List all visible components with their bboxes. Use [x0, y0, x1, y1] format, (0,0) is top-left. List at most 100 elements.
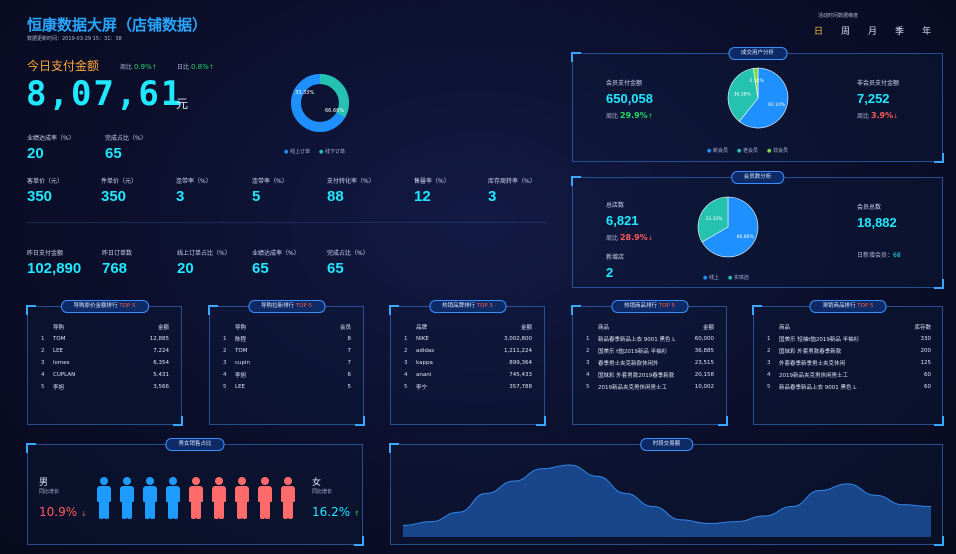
legend-store: ● 实体店 [727, 275, 749, 281]
pie-label: 60.10% [768, 102, 786, 108]
today-label: 今日支付金额 [27, 59, 100, 73]
order-donut: 33.33% 66.66% [291, 74, 349, 132]
down-arrow-icon: ↓ [80, 510, 87, 518]
digit: 1 [160, 74, 184, 114]
nonmember-pay-value: 7,252 [857, 91, 890, 106]
panel-title: 导购拉新排行 TOP 5 [247, 300, 326, 313]
female-person-icon [212, 477, 226, 519]
divider [27, 222, 547, 223]
users-pie: 60.10% 36.38% 2.52% [727, 67, 789, 129]
up-arrow-icon: ↑ [647, 113, 653, 120]
table-row[interactable]: 5 2019新品夹克男休闲男士工 10,002 [586, 384, 714, 391]
table-row[interactable]: 2 adidas 1,211,224 [404, 348, 532, 354]
female-person-icon [281, 477, 295, 519]
rank-table: 导购 会员 1 陈程 8 2 TOM 7 3 cupin 7 4 李旭 6 5 LEE 5 [223, 321, 351, 393]
time-trade-panel: 时段交易额 [389, 438, 944, 546]
offline-pct: 33.33% [295, 90, 314, 96]
pie-label: 2.52% [750, 78, 765, 84]
male-person-icon [143, 477, 157, 519]
table-row[interactable]: 2 国美乐 t恤2019新品 半袖衫 36,885 [586, 348, 714, 355]
legend-offline: ● 线下订单 [318, 149, 345, 155]
table-header: 品牌 金额 [416, 325, 532, 331]
pie-slice [727, 68, 759, 122]
today-amount: 8,07,61 [26, 74, 184, 114]
table-header: 商品 金额 [598, 325, 714, 331]
legend-online: ● 线上 [703, 275, 719, 281]
rank-table: 商品 库存数 1 国美乐 短袖t恤2019新品 半袖衫 330 2 国妹彩 外套男款春季新款… [767, 321, 931, 393]
tab-month[interactable]: 月 [868, 27, 878, 37]
table-row[interactable]: 2 LEE 7,224 [41, 348, 169, 354]
up-arrow-icon: ↑ [151, 64, 157, 71]
table-row[interactable]: 1 TOM 12,885 [41, 336, 169, 342]
rank-table: 商品 金额 1 新品春季新品上衣 9001 黑色 L 60,000 2 国美乐 t恤2019… [586, 321, 714, 393]
pie-label: 66.66% [737, 234, 755, 240]
table-row[interactable]: 2 国妹彩 外套男款春季新款 200 [767, 348, 931, 355]
time-area-chart [403, 464, 931, 537]
male-person-icon [120, 477, 134, 519]
rank-table-panel-3: 热销品牌排行 TOP 5 品牌 金额 1 NIKE 3,002,800 2 adidas 1,2… [389, 300, 546, 426]
pie-label: 33.33% [705, 216, 723, 222]
panel-title: 热销商品排行 TOP 5 [610, 300, 689, 313]
tab-week[interactable]: 周 [841, 27, 851, 37]
table-row[interactable]: 5 李宁 357,788 [404, 384, 532, 391]
table-row[interactable]: 2 TOM 7 [223, 348, 351, 354]
tab-season[interactable]: 季 [895, 27, 905, 37]
period-label: 活动时间数据维度 [818, 13, 859, 19]
table-row[interactable]: 4 anani 745,433 [404, 372, 532, 378]
member-total-label: 会员总数 [857, 204, 882, 211]
new-stores-label: 新增店 [606, 254, 625, 261]
table-row[interactable]: 3 春季男士夹克新款休闲外 23,515 [586, 360, 714, 367]
area-fill [403, 465, 931, 537]
member-ratio: 周比 29.9%↑ [606, 111, 653, 120]
table-row[interactable]: 1 新品春季新品上衣 9001 黑色 L 60,000 [586, 336, 714, 343]
dod-label: 日比 [177, 64, 190, 71]
female-ratio-label: 同比增长 [312, 489, 333, 495]
tab-day[interactable]: 日 [814, 27, 824, 37]
table-row[interactable]: 3 外套春季新季男士夹克休闲 125 [767, 360, 931, 367]
legend-non: ● 非会员 [766, 148, 788, 154]
dod-value: 0.8% [190, 63, 209, 71]
up-arrow-icon: ↑ [353, 510, 360, 518]
people-row [97, 477, 303, 521]
table-row[interactable]: 4 国妹彩 外套男款2019春季新款 20,158 [586, 372, 714, 379]
panel-title: 会员数分析 [730, 171, 785, 184]
table-row[interactable]: 4 李旭 6 [223, 372, 351, 379]
user-analysis-panel: 成交用户分析 会员支付金额 650,058 周比 29.9%↑ 60.10% 36… [571, 47, 944, 163]
tab-year[interactable]: 年 [922, 27, 932, 37]
rank-table-panel-5: 滞销商品排行 TOP 5 商品 库存数 1 国美乐 短袖t恤2019新品 半袖衫 330 2… [752, 300, 944, 426]
table-row[interactable]: 1 国美乐 短袖t恤2019新品 半袖衫 330 [767, 336, 931, 343]
members-legend: ● 线上 ● 实体店 [703, 274, 749, 281]
table-row[interactable]: 5 新品春季新品上衣 9001 黑色 L 60 [767, 384, 931, 391]
users-legend: ● 新会员 ● 老会员 ● 非会员 [707, 147, 788, 154]
table-row[interactable]: 3 cupin 7 [223, 360, 351, 366]
table-row[interactable]: 1 NIKE 3,002,800 [404, 336, 532, 342]
panel-title: 滞销商品排行 TOP 5 [809, 300, 887, 313]
pie-slice [697, 196, 729, 243]
pie-label: 36.38% [734, 91, 752, 97]
table-row[interactable]: 1 陈程 8 [223, 336, 351, 343]
table-row[interactable]: 4 CUPLAN 5,431 [41, 372, 169, 378]
digit: 0 [70, 74, 94, 114]
down-arrow-icon: ↓ [893, 113, 899, 120]
panel-title: 热销品牌排行 TOP 5 [428, 300, 507, 313]
today-new-members: 日新增会员：68 [857, 252, 901, 259]
offline-slice [291, 74, 349, 132]
rank-table-panel-2: 导购拉新排行 TOP 5 导购 会员 1 陈程 8 2 TOM 7 3 cupin 7 4 李旭 6 5 LEE… [208, 300, 365, 426]
female-person-icon [235, 477, 249, 519]
member-total-value: 18,882 [857, 215, 897, 230]
male-ratio-label: 同比增长 [39, 489, 60, 495]
table-row[interactable]: 5 李旭 3,566 [41, 384, 169, 391]
panel-title: 男女销售占比 [165, 438, 225, 451]
table-row[interactable]: 3 lomes 6,354 [41, 360, 169, 366]
table-row[interactable]: 5 LEE 5 [223, 384, 351, 390]
digit: 8 [26, 74, 49, 114]
pie-slice [752, 67, 759, 99]
table-header: 商品 库存数 [779, 325, 931, 331]
table-row[interactable]: 3 kappa 899,364 [404, 360, 532, 366]
wow: 周比 0.9%↑ [120, 62, 157, 71]
up-arrow-icon: ↑ [208, 64, 214, 71]
page-title: 恒康数据大屏（店铺数据） [27, 16, 208, 34]
rank-table-panel-1: 导购原价金额排行 TOP 5 导购 金额 1 TOM 12,885 2 LEE 7,224 3 lo… [26, 300, 183, 426]
table-row[interactable]: 4 2019新品夹克男休闲男士工 60 [767, 372, 931, 379]
metrics-row1: 业绩达成率（%） 20 完成占比（%） 65 [27, 133, 155, 162]
